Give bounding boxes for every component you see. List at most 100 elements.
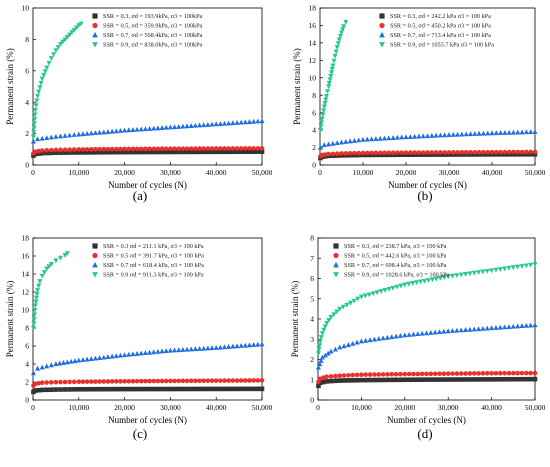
data-point [528, 262, 534, 268]
data-point [384, 334, 390, 340]
data-point [356, 150, 362, 156]
data-point [193, 378, 198, 384]
data-point [247, 149, 252, 154]
data-point [484, 371, 490, 376]
data-point [57, 42, 64, 47]
data-point [476, 371, 481, 376]
data-point [62, 133, 68, 138]
data-point [532, 149, 538, 155]
data-point [493, 267, 499, 273]
data-point [343, 19, 349, 25]
y-tick-label: 4 [25, 360, 29, 369]
data-point [155, 149, 161, 155]
data-point [335, 41, 341, 47]
y-tick-label: 6 [312, 108, 316, 117]
data-point [134, 378, 140, 384]
data-point [68, 358, 74, 364]
data-point [367, 337, 373, 343]
data-point [341, 24, 347, 30]
data-point [230, 149, 236, 155]
data-point [476, 130, 482, 136]
data-point [376, 372, 382, 377]
data-point [37, 279, 43, 284]
data-point [484, 268, 490, 274]
data-point [142, 126, 148, 132]
data-point [493, 325, 499, 330]
data-point [84, 130, 90, 136]
data-point [528, 376, 533, 382]
data-point [101, 379, 107, 384]
data-point [155, 386, 161, 392]
legend-entry: SSR = 0.9 σd = 911.3 kPa, σ3 = 100 kPa [103, 272, 204, 279]
legend-marker [379, 31, 385, 38]
data-point [423, 330, 430, 336]
data-point [44, 363, 50, 369]
data-point [159, 125, 165, 130]
data-point [363, 377, 369, 383]
data-point [333, 49, 339, 55]
data-point [32, 149, 38, 154]
data-point [403, 150, 409, 155]
data-point [328, 314, 334, 320]
data-point [209, 146, 215, 151]
data-point [480, 377, 486, 382]
data-point [442, 132, 448, 138]
data-point [39, 135, 45, 141]
data-point [209, 121, 215, 127]
data-point [406, 371, 412, 377]
data-point [323, 94, 329, 99]
data-point [328, 378, 334, 384]
data-point [32, 116, 38, 122]
data-point [151, 149, 157, 155]
data-point [259, 386, 265, 392]
data-point [67, 387, 72, 392]
data-point [321, 142, 327, 148]
data-point [319, 354, 325, 360]
data-point [354, 372, 360, 378]
data-point [222, 378, 227, 383]
data-point [337, 344, 343, 350]
data-point [459, 131, 465, 137]
panel-label: (b) [417, 188, 432, 203]
y-tick-label: 0 [312, 161, 316, 170]
y-tick-label: 18 [309, 4, 317, 13]
data-point [428, 330, 434, 335]
data-point [134, 146, 140, 152]
data-point [407, 134, 413, 139]
data-point [71, 379, 77, 385]
data-point [390, 285, 396, 291]
data-point [30, 138, 36, 144]
x-tick-label: 20,000 [396, 168, 417, 177]
data-point [62, 37, 68, 43]
data-point [364, 136, 370, 142]
data-point [437, 275, 443, 281]
data-point [380, 372, 386, 377]
data-point [523, 263, 529, 269]
data-point [53, 48, 59, 54]
chart-panel-1: 0 10,000 20,000 30,000 40,000 50,000 0 2 4 6 8 10 Nu… [5, 4, 273, 203]
data-point [117, 352, 123, 358]
data-point [458, 272, 464, 278]
data-point [180, 146, 186, 151]
data-point [471, 270, 477, 276]
data-point [532, 262, 538, 268]
data-point [213, 146, 219, 151]
data-point [34, 98, 40, 104]
data-point [524, 376, 529, 382]
data-point [528, 370, 533, 376]
data-point [71, 147, 77, 152]
data-point [502, 266, 508, 272]
data-point [113, 379, 119, 384]
data-point [428, 377, 434, 382]
x-tick-label: 30,000 [438, 403, 459, 412]
data-point [429, 277, 435, 283]
data-point [458, 371, 464, 376]
data-point [188, 346, 194, 352]
legend-marker [379, 42, 385, 48]
data-point [213, 345, 219, 350]
data-point [532, 129, 538, 134]
x-tick-label: 10,000 [68, 168, 89, 177]
data-point [358, 338, 364, 344]
data-point [147, 149, 152, 155]
data-point [255, 386, 261, 392]
